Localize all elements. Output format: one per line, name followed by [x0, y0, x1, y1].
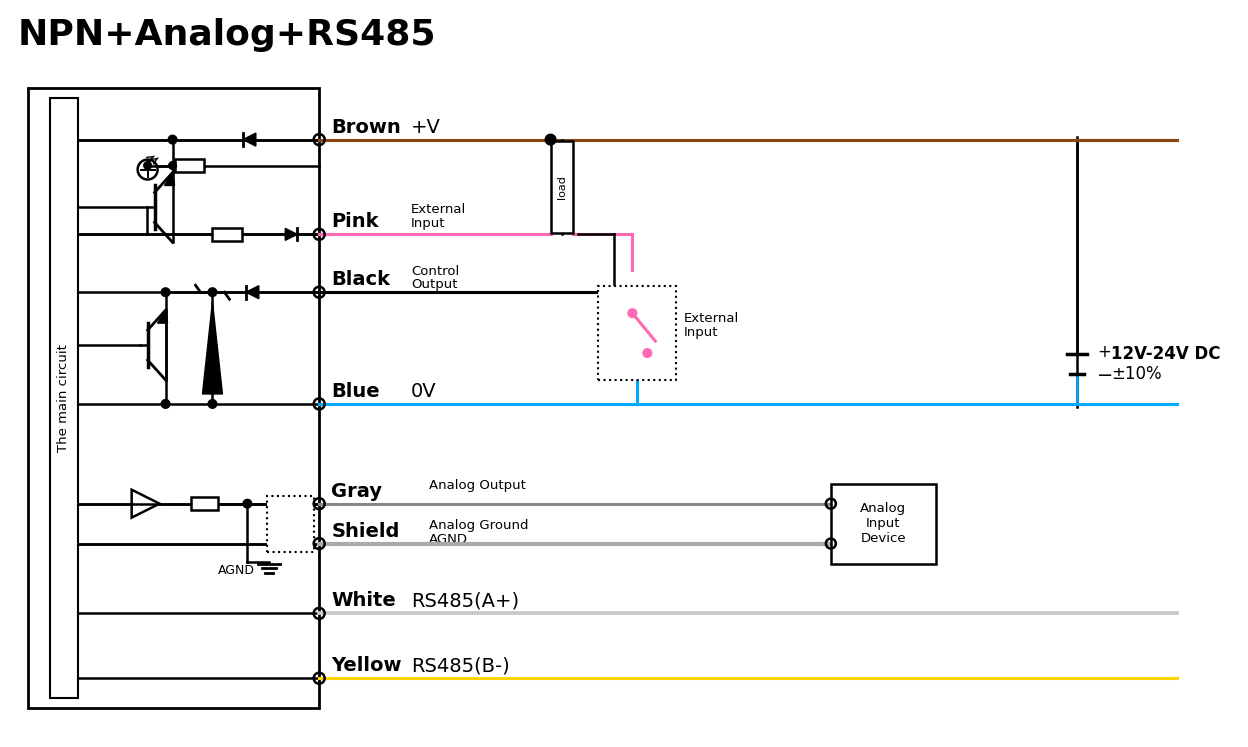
- Text: −: −: [1097, 367, 1113, 385]
- Polygon shape: [202, 303, 222, 394]
- Polygon shape: [246, 285, 258, 299]
- Text: Input: Input: [684, 326, 719, 339]
- Text: AGND: AGND: [217, 563, 255, 577]
- Text: 0V: 0V: [411, 382, 437, 401]
- Text: External: External: [411, 203, 467, 217]
- Text: Brown: Brown: [331, 117, 401, 137]
- Text: Shield: Shield: [331, 521, 399, 541]
- Text: +V: +V: [411, 117, 441, 137]
- Text: Gray: Gray: [331, 482, 382, 500]
- Bar: [267, 496, 314, 551]
- Bar: [27, 87, 319, 708]
- Text: RS485(B-): RS485(B-): [411, 656, 509, 675]
- Circle shape: [168, 136, 176, 143]
- Text: Analog Output: Analog Output: [429, 479, 525, 492]
- Text: The main circuit: The main circuit: [57, 344, 70, 452]
- Circle shape: [161, 288, 170, 297]
- Bar: [599, 285, 676, 380]
- Text: Yellow: Yellow: [331, 656, 402, 675]
- Polygon shape: [243, 133, 256, 146]
- Bar: [175, 159, 205, 172]
- Bar: [550, 140, 573, 233]
- Text: Black: Black: [331, 270, 391, 289]
- Circle shape: [144, 162, 151, 169]
- Text: Pink: Pink: [331, 212, 378, 232]
- Text: RS485(A+): RS485(A+): [411, 592, 519, 610]
- Polygon shape: [286, 229, 297, 241]
- Bar: [50, 98, 77, 698]
- Bar: [191, 498, 218, 510]
- Text: Blue: Blue: [331, 382, 379, 401]
- Bar: [831, 484, 936, 563]
- Text: Input: Input: [411, 217, 446, 230]
- Polygon shape: [165, 173, 175, 185]
- Text: Analog
Input
Device: Analog Input Device: [860, 502, 906, 545]
- Circle shape: [161, 400, 170, 408]
- Text: load: load: [557, 175, 567, 199]
- Circle shape: [208, 288, 216, 297]
- Polygon shape: [157, 310, 167, 323]
- Text: External: External: [684, 312, 740, 325]
- Circle shape: [629, 309, 636, 317]
- Circle shape: [644, 349, 651, 357]
- Circle shape: [208, 400, 216, 408]
- Circle shape: [168, 162, 176, 169]
- Circle shape: [545, 134, 555, 145]
- Text: White: White: [331, 592, 396, 610]
- Text: ±10%: ±10%: [1111, 365, 1162, 383]
- Text: Analog Ground: Analog Ground: [429, 518, 528, 532]
- Text: +: +: [1097, 343, 1111, 361]
- Text: NPN+Analog+RS485: NPN+Analog+RS485: [17, 18, 437, 52]
- Circle shape: [243, 500, 251, 508]
- Text: Output: Output: [411, 278, 458, 291]
- Text: 12V-24V DC: 12V-24V DC: [1111, 345, 1221, 363]
- Text: Control: Control: [411, 265, 459, 278]
- Text: AGND: AGND: [429, 533, 468, 545]
- Bar: [212, 228, 242, 241]
